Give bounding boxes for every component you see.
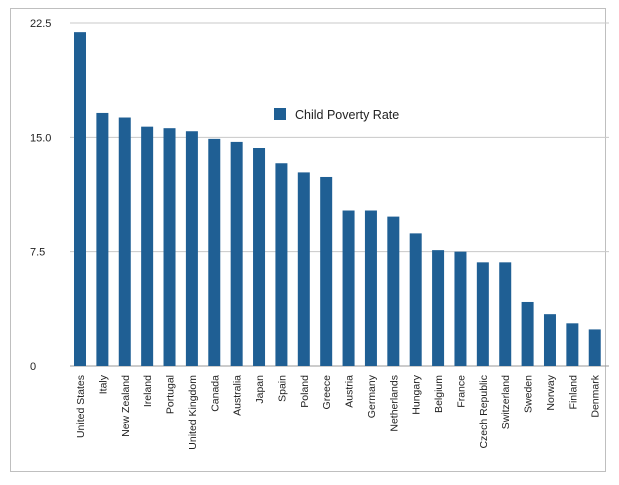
bar (342, 210, 355, 366)
x-tick-label: Belgium (433, 375, 445, 413)
bar (543, 314, 556, 366)
x-tick-label: Switzerland (500, 375, 512, 429)
bar (185, 131, 198, 366)
y-tick-label: 0 (30, 361, 36, 373)
y-tick-label: 15.0 (30, 132, 51, 144)
bar (454, 251, 467, 366)
legend-swatch (274, 108, 286, 120)
bar-chart: 0 7.5 15.0 22.5 United States Italy New Zeala… (30, 18, 609, 450)
bar (320, 176, 333, 366)
bar (96, 112, 109, 366)
chart-frame: 0 7.5 15.0 22.5 United States Italy New Zeala… (10, 8, 609, 472)
x-tick-label: Japan (254, 375, 266, 404)
x-tick-label: Ireland (142, 375, 154, 407)
legend-label: Child Poverty Rate (295, 108, 399, 122)
y-tick-label: 7.5 (30, 247, 45, 259)
x-tick-label: Portugal (165, 375, 177, 414)
x-axis: United States Italy New Zealand Ireland Port… (75, 374, 602, 449)
bar (476, 262, 489, 366)
bar (364, 210, 377, 366)
x-tick-label: Australia (232, 375, 244, 416)
x-tick-label: Denmark (590, 374, 602, 417)
x-tick-label: United Kingdom (187, 375, 199, 450)
x-tick-label: Hungary (411, 374, 423, 414)
x-tick-label: Greece (321, 375, 333, 410)
gridlines (70, 22, 609, 367)
bar (163, 128, 176, 366)
bar (230, 141, 243, 366)
bar (141, 126, 154, 366)
bar (297, 172, 310, 366)
bar (566, 323, 579, 366)
x-tick-label: Germany (366, 374, 378, 418)
x-tick-label: Spain (276, 375, 288, 402)
bar (275, 163, 288, 366)
x-tick-label: Poland (299, 375, 311, 408)
bar (253, 148, 266, 366)
bar (74, 32, 86, 366)
bar (387, 216, 400, 366)
bars (74, 32, 601, 366)
y-tick-label: 22.5 (30, 18, 51, 30)
bar (409, 233, 422, 366)
x-tick-label: United States (75, 375, 87, 438)
x-tick-label: Czech Republic (478, 375, 490, 449)
bar (588, 329, 601, 366)
bar (521, 301, 534, 366)
bar (432, 250, 445, 366)
x-tick-label: Austria (344, 375, 356, 408)
x-tick-label: Italy (97, 374, 109, 394)
x-tick-label: Netherlands (388, 375, 400, 432)
bar (208, 138, 221, 366)
x-tick-label: Canada (209, 375, 221, 412)
x-tick-label: Norway (545, 374, 557, 410)
x-tick-label: Sweden (523, 375, 535, 413)
legend: Child Poverty Rate (274, 108, 399, 122)
x-tick-label: France (455, 375, 467, 408)
y-axis: 0 7.5 15.0 22.5 (30, 18, 51, 373)
bar (499, 262, 512, 366)
x-tick-label: New Zealand (120, 375, 132, 437)
bar (118, 117, 131, 366)
x-tick-label: Finland (567, 375, 579, 410)
